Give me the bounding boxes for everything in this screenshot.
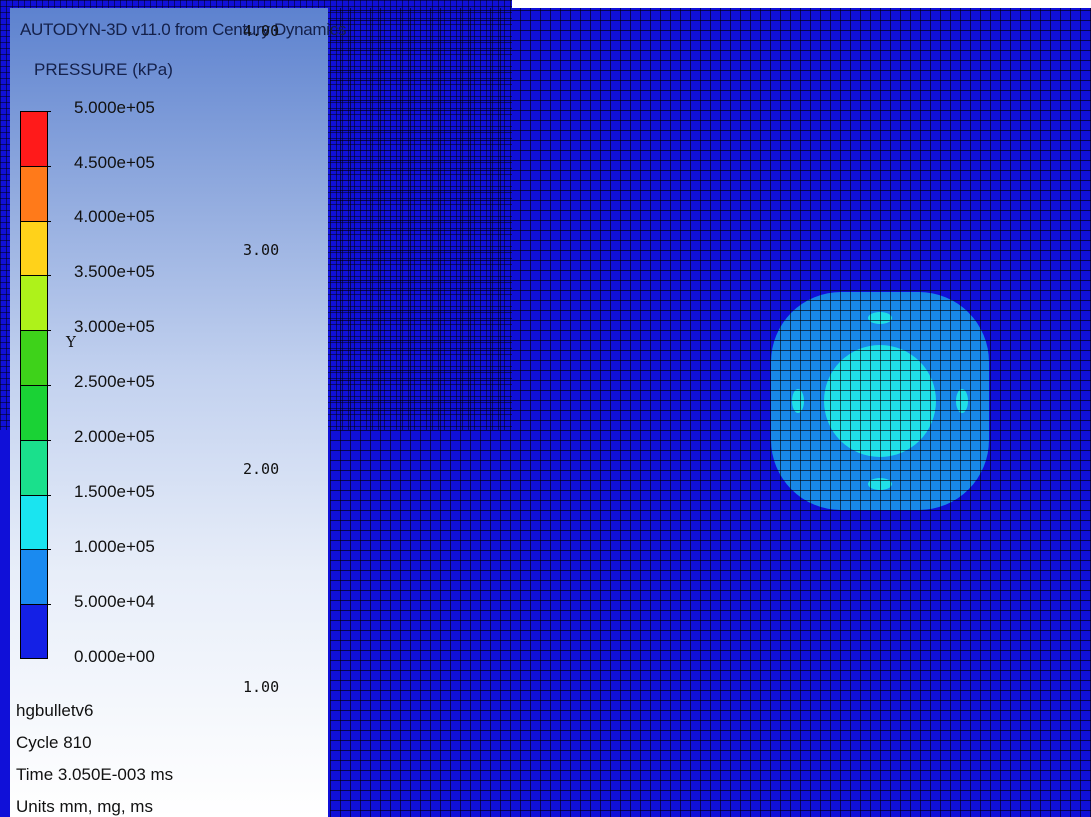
legend-level-label: 4.500e+05: [74, 153, 155, 172]
y-axis-label: Y: [66, 333, 76, 351]
legend-color-swatch: [20, 604, 48, 659]
legend-tick-mark: [45, 385, 51, 386]
units-info: Units mm, mg, ms: [16, 797, 153, 816]
legend-color-swatch: [20, 385, 48, 440]
legend-tick-mark: [45, 275, 51, 276]
y-axis-tick-label: 2.00: [243, 460, 280, 478]
legend-color-swatch: [20, 166, 48, 221]
mesh-grid-main: [330, 8, 1091, 817]
legend-tick-mark: [45, 549, 51, 550]
legend-tick-mark: [45, 166, 51, 167]
legend-level-label: 2.000e+05: [74, 427, 155, 446]
legend-color-swatch: [20, 275, 48, 330]
legend-color-swatch: [20, 495, 48, 549]
legend-color-swatch: [20, 330, 48, 385]
legend-color-swatch: [20, 111, 48, 166]
legend-level-label: 4.000e+05: [74, 207, 155, 226]
legend-level-label: 1.500e+05: [74, 482, 155, 501]
legend-level-label: 0.000e+00: [74, 647, 155, 666]
legend-color-swatch: [20, 549, 48, 604]
legend-tick-mark: [45, 495, 51, 496]
legend-title: PRESSURE (kPa): [34, 60, 173, 79]
y-axis-tick-label: 4.00: [243, 22, 280, 40]
legend-panel: [10, 8, 328, 817]
legend-level-label: 5.000e+04: [74, 592, 155, 611]
legend-level-label: 2.500e+05: [74, 372, 155, 391]
legend-color-swatch: [20, 440, 48, 495]
legend-level-label: 3.500e+05: [74, 262, 155, 281]
legend-level-label: 1.000e+05: [74, 537, 155, 556]
model-name: hgbulletv6: [16, 701, 94, 720]
legend-level-label: 5.000e+05: [74, 98, 155, 117]
legend-tick-mark: [45, 111, 51, 112]
legend-tick-mark: [45, 604, 51, 605]
legend-color-swatch: [20, 221, 48, 275]
legend-tick-mark: [45, 330, 51, 331]
cycle-count: Cycle 810: [16, 733, 92, 752]
legend-level-label: 3.000e+05: [74, 317, 155, 336]
y-axis-tick-label: 3.00: [243, 241, 280, 259]
app-title: AUTODYN-3D v11.0 from Century Dynamics: [20, 20, 347, 39]
simulation-time: Time 3.050E-003 ms: [16, 765, 174, 784]
legend-tick-mark: [45, 440, 51, 441]
legend-tick-mark: [45, 221, 51, 222]
y-axis-tick-label: 1.00: [243, 678, 280, 696]
